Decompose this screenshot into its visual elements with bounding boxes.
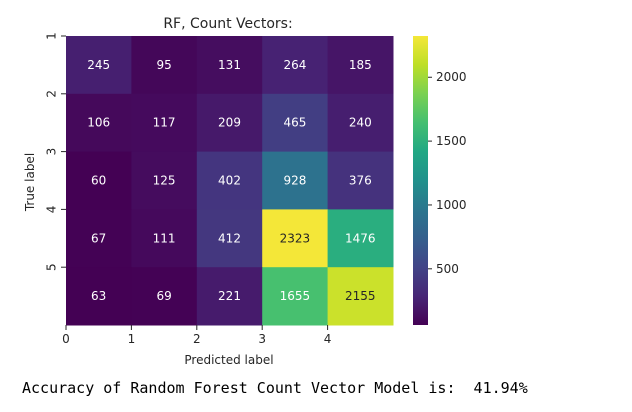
cell-value-label: 221 — [218, 289, 241, 303]
heatmap-cell — [66, 209, 132, 268]
heatmap-cell — [262, 36, 329, 95]
x-axis-ticks: 0 1 2 3 4 — [62, 325, 331, 346]
cell-value-label: 245 — [87, 58, 110, 72]
heatmap-cell — [66, 267, 132, 326]
cell-value-label: 106 — [87, 116, 110, 130]
heatmap-cell — [196, 267, 263, 326]
colorbar — [413, 36, 428, 325]
heatmap-cell — [131, 267, 198, 326]
y-axis-ticks: 1 2 3 4 5 — [45, 32, 66, 271]
cell-value-label: 131 — [218, 58, 241, 72]
colorbar-tick-label: 500 — [436, 262, 459, 276]
cell-value-label: 60 — [91, 174, 106, 188]
heatmap-cell — [66, 36, 132, 95]
heatmap-cell — [196, 93, 263, 153]
y-tick-label: 4 — [45, 206, 59, 214]
x-tick-label: 0 — [62, 332, 70, 346]
cell-value-label: 240 — [349, 116, 372, 130]
heatmap-cell — [327, 267, 394, 326]
heatmap-cell — [262, 209, 329, 268]
y-axis-label: True label — [23, 153, 37, 212]
y-tick-label: 1 — [45, 32, 59, 40]
cell-value-label: 185 — [349, 58, 372, 72]
cell-value-label: 2155 — [345, 289, 376, 303]
y-tick-label: 5 — [45, 263, 59, 271]
cell-value-label: 1655 — [280, 289, 311, 303]
heatmap-cell — [66, 93, 132, 153]
heatmap-cells: 245 95 131 264 185 106 117 209 465 240 60 125 402 928… — [66, 36, 394, 326]
cell-value-label: 125 — [153, 174, 176, 188]
colorbar-tick-label: 2000 — [436, 70, 467, 84]
cell-value-label: 2323 — [280, 231, 311, 245]
x-tick-label: 4 — [324, 332, 332, 346]
cell-value-label: 928 — [283, 174, 306, 188]
cell-value-label: 412 — [218, 231, 241, 245]
heatmap-cell — [131, 151, 198, 210]
heatmap-cell — [196, 151, 263, 210]
heatmap-cell — [131, 36, 198, 95]
cell-value-label: 264 — [283, 58, 306, 72]
heatmap-cell — [262, 267, 329, 326]
accuracy-output-text: Accuracy of Random Forest Count Vector M… — [22, 379, 528, 397]
cell-value-label: 67 — [91, 231, 106, 245]
cell-value-label: 402 — [218, 174, 241, 188]
colorbar-tick-label: 1000 — [436, 198, 467, 212]
heatmap-cell — [262, 93, 329, 153]
heatmap-cell — [196, 36, 263, 95]
colorbar-tick-label: 1500 — [436, 134, 467, 148]
x-axis-label: Predicted label — [184, 353, 273, 367]
heatmap-cell — [131, 93, 198, 153]
heatmap-cell — [66, 151, 132, 210]
cell-value-label: 376 — [349, 174, 372, 188]
x-tick-label: 3 — [258, 332, 266, 346]
cell-value-label: 95 — [156, 58, 171, 72]
x-tick-label: 2 — [193, 332, 201, 346]
cell-value-label: 69 — [156, 289, 171, 303]
heatmap-cell — [262, 151, 329, 210]
cell-value-label: 209 — [218, 116, 241, 130]
heatmap-cell — [327, 151, 394, 210]
cell-value-label: 63 — [91, 289, 106, 303]
heatmap-cell — [131, 209, 198, 268]
colorbar-ticks: 500 1000 1500 2000 — [428, 70, 467, 276]
heatmap-cell — [327, 209, 394, 268]
x-tick-label: 1 — [128, 332, 136, 346]
cell-value-label: 117 — [153, 116, 176, 130]
y-tick-label: 2 — [45, 90, 59, 98]
cell-value-label: 1476 — [345, 231, 376, 245]
heatmap-cell — [196, 209, 263, 268]
chart-title: RF, Count Vectors: — [163, 16, 292, 32]
cell-value-label: 111 — [153, 231, 176, 245]
cell-value-label: 465 — [283, 116, 306, 130]
heatmap-cell — [327, 93, 394, 153]
heatmap-cell — [327, 36, 394, 95]
y-tick-label: 3 — [45, 148, 59, 156]
